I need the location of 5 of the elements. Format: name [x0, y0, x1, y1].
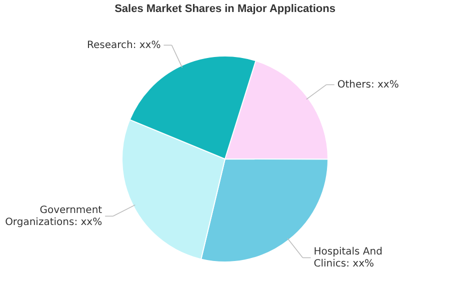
- slice-label: Government Organizations: xx%: [5, 205, 102, 228]
- slice-label: Research: xx%: [86, 40, 161, 52]
- slice-label: Others: xx%: [337, 80, 399, 91]
- chart-title: Sales Market Shares in Major Applications: [114, 3, 336, 15]
- slice-label: Hospitals And Clinics: xx%: [314, 246, 382, 270]
